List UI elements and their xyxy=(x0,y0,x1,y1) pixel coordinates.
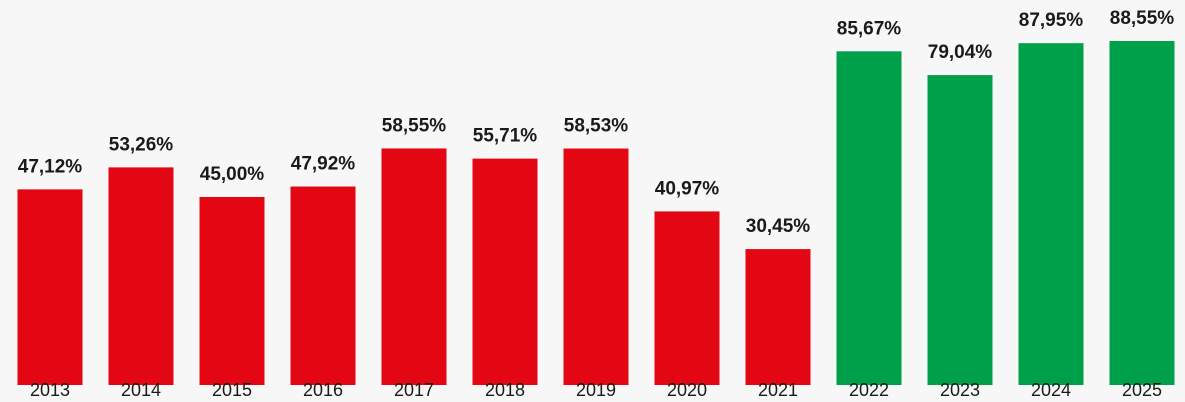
bar xyxy=(745,249,811,385)
value-label: 58,53% xyxy=(564,116,629,137)
x-tick-label: 2015 xyxy=(212,380,252,400)
x-tick-label: 2020 xyxy=(667,380,707,400)
x-tick-label: 2014 xyxy=(121,380,161,400)
bar xyxy=(17,189,83,385)
value-label: 40,97% xyxy=(655,178,720,199)
bar xyxy=(563,148,629,385)
x-tick-label: 2024 xyxy=(1031,380,1071,400)
bar xyxy=(654,211,720,385)
value-label: 87,95% xyxy=(1019,10,1084,31)
value-label: 45,00% xyxy=(200,164,265,185)
x-tick-label: 2022 xyxy=(849,380,889,400)
bar xyxy=(836,51,902,385)
value-label: 85,67% xyxy=(837,18,902,39)
value-label: 88,55% xyxy=(1110,8,1175,29)
value-label: 47,12% xyxy=(18,156,83,177)
value-label: 30,45% xyxy=(746,216,811,237)
x-tick-label: 2016 xyxy=(303,380,343,400)
value-label: 58,55% xyxy=(382,115,447,136)
bar xyxy=(108,167,174,385)
value-label: 53,26% xyxy=(109,134,174,155)
bar xyxy=(472,158,538,385)
bar xyxy=(381,148,447,385)
bar xyxy=(927,75,993,386)
bar xyxy=(1018,43,1084,385)
value-label: 55,71% xyxy=(473,126,538,147)
bar xyxy=(290,186,356,385)
x-tick-label: 2023 xyxy=(940,380,980,400)
value-label: 79,04% xyxy=(928,42,993,63)
bar xyxy=(199,196,265,385)
x-tick-label: 2018 xyxy=(485,380,525,400)
value-label: 47,92% xyxy=(291,154,356,175)
x-tick-label: 2021 xyxy=(758,380,798,400)
x-tick-label: 2013 xyxy=(30,380,70,400)
x-tick-label: 2017 xyxy=(394,380,434,400)
bar xyxy=(1109,41,1175,385)
x-tick-label: 2019 xyxy=(576,380,616,400)
x-tick-label: 2025 xyxy=(1122,380,1162,400)
